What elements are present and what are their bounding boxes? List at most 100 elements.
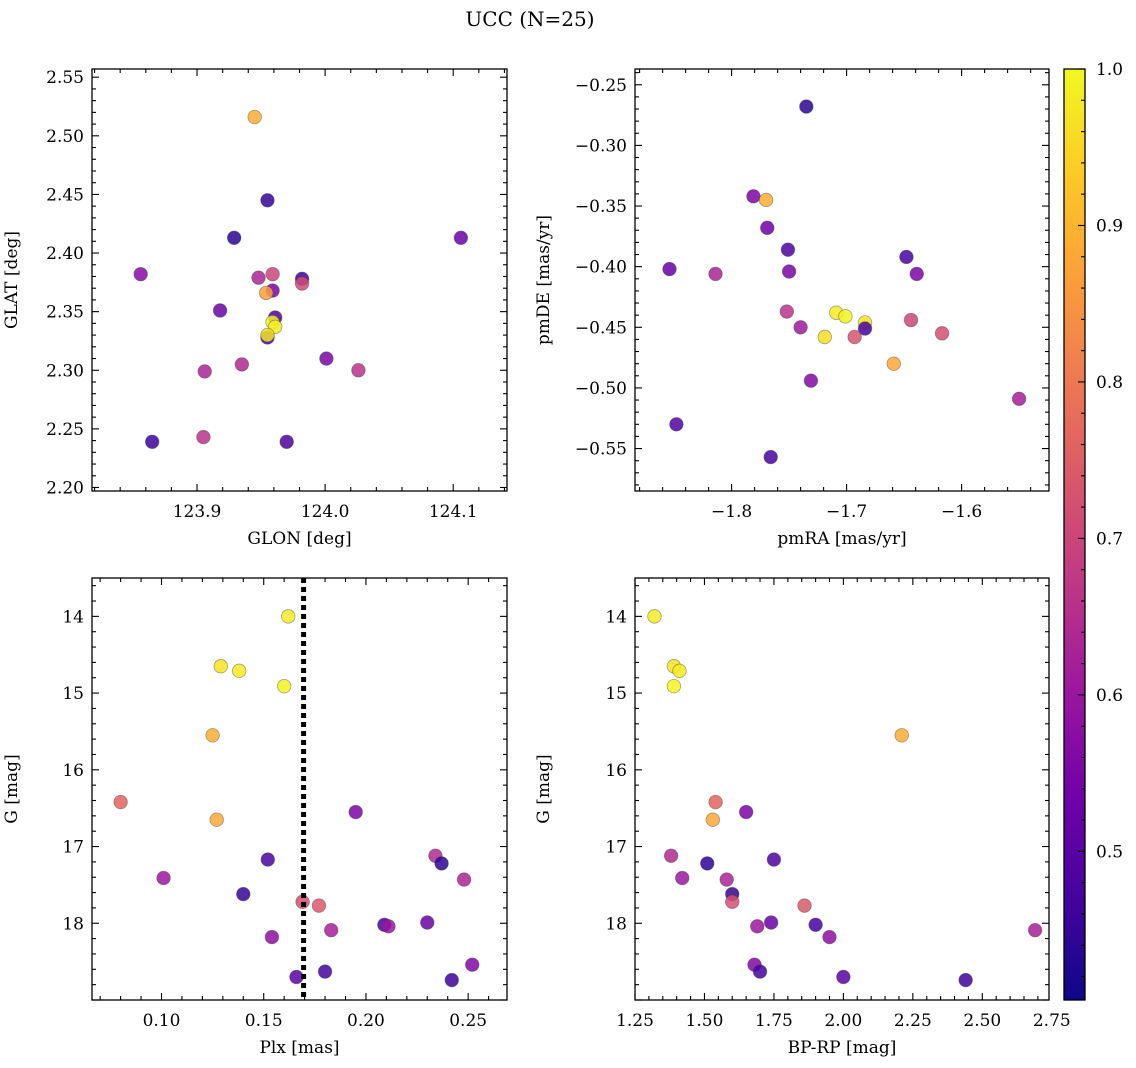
data-point bbox=[323, 922, 339, 938]
data-point bbox=[351, 363, 366, 378]
data-point bbox=[265, 266, 280, 282]
x-tick-label: 1.25 bbox=[616, 1011, 654, 1031]
colorbar-tick-label: 0.8 bbox=[1096, 373, 1123, 393]
x-axis-label: Plx [mas] bbox=[259, 1038, 339, 1058]
data-point bbox=[456, 872, 472, 887]
figure-title: UCC (N=25) bbox=[465, 7, 594, 31]
data-point bbox=[663, 848, 679, 863]
data-point bbox=[672, 663, 687, 679]
axes-frame bbox=[634, 68, 1050, 492]
y-tick-label: 18 bbox=[62, 914, 84, 934]
y-tick-label: −0.50 bbox=[575, 379, 627, 399]
data-point bbox=[894, 728, 909, 743]
data-point bbox=[700, 856, 715, 871]
y-tick-label: 2.55 bbox=[46, 68, 84, 88]
data-point bbox=[758, 192, 774, 208]
x-axis-label: BP-RP [mag] bbox=[788, 1038, 897, 1058]
data-point bbox=[156, 870, 171, 886]
data-point bbox=[434, 856, 449, 871]
data-point bbox=[909, 266, 924, 282]
y-axis-label: G [mag] bbox=[534, 754, 554, 823]
x-tick-label: 124.1 bbox=[429, 502, 478, 522]
y-tick-label: −0.45 bbox=[575, 318, 627, 338]
colorbar-tick-label: 0.6 bbox=[1096, 686, 1123, 706]
data-point bbox=[133, 266, 148, 282]
tick-marks bbox=[634, 578, 1049, 1001]
x-tick-label: 123.9 bbox=[173, 502, 222, 522]
y-tick-label: 14 bbox=[605, 607, 627, 627]
data-point bbox=[348, 804, 363, 820]
data-point bbox=[763, 449, 778, 465]
data-point bbox=[236, 886, 251, 902]
x-tick-label: 0.15 bbox=[245, 1011, 283, 1031]
data-point bbox=[247, 109, 262, 125]
data-point bbox=[231, 663, 247, 679]
y-tick-label: 17 bbox=[62, 838, 84, 858]
scatter-panel-4: 1.25 1.50 1.75 2.00 2.25 2.50 2.75 14 15 16 17 18 BP… bbox=[534, 577, 1071, 1058]
data-point bbox=[196, 429, 211, 445]
colorbar-tick-label: 0.5 bbox=[1096, 842, 1123, 862]
data-point bbox=[226, 230, 242, 246]
data-point bbox=[725, 894, 740, 909]
y-tick-label: 2.20 bbox=[46, 478, 84, 498]
data-point bbox=[817, 329, 832, 345]
y-tick-label: 2.25 bbox=[46, 420, 84, 440]
y-tick-label: 2.30 bbox=[46, 361, 84, 381]
data-point bbox=[793, 320, 808, 335]
y-tick-label: 2.40 bbox=[46, 244, 84, 264]
data-point bbox=[209, 812, 224, 827]
data-point bbox=[251, 270, 266, 285]
data-point bbox=[886, 356, 901, 371]
data-point bbox=[822, 929, 837, 945]
y-tick-label: 2.50 bbox=[46, 127, 84, 147]
y-tick-label: 18 bbox=[605, 914, 627, 934]
data-point bbox=[719, 872, 734, 887]
data-point bbox=[260, 852, 276, 867]
data-point bbox=[780, 242, 796, 257]
y-tick-label: 2.35 bbox=[46, 303, 84, 323]
data-point bbox=[903, 312, 919, 328]
data-point bbox=[260, 327, 275, 343]
data-point bbox=[279, 434, 294, 449]
data-point bbox=[453, 230, 469, 246]
tick-marks bbox=[92, 578, 507, 1001]
data-point bbox=[781, 264, 797, 279]
tick-marks bbox=[92, 69, 507, 491]
x-tick-label: −1.6 bbox=[941, 502, 982, 522]
scatter-panel-2: −1.8 −1.7 −1.6 −0.55 −0.50 −0.45 −0.40 −0.35 −0.… bbox=[534, 68, 1050, 549]
data-point bbox=[836, 969, 851, 985]
data-point bbox=[444, 972, 460, 988]
y-axis-label: G [mag] bbox=[2, 754, 22, 823]
tick-marks bbox=[635, 69, 1049, 491]
data-point bbox=[750, 919, 765, 934]
data-point bbox=[234, 357, 250, 372]
data-point bbox=[1027, 922, 1043, 938]
x-tick-label: 0.20 bbox=[347, 1011, 385, 1031]
data-point bbox=[311, 898, 327, 913]
y-tick-label: 16 bbox=[605, 761, 627, 781]
data-point bbox=[838, 309, 853, 324]
data-point bbox=[799, 99, 814, 114]
colorbar-tick-label: 0.7 bbox=[1096, 529, 1123, 549]
data-point bbox=[738, 804, 754, 820]
x-tick-label: 2.00 bbox=[824, 1011, 862, 1031]
x-tick-label: 2.75 bbox=[1033, 1011, 1071, 1031]
data-point bbox=[958, 972, 973, 988]
colorbar: 0.5 0.6 0.7 0.8 0.9 1.0 bbox=[1063, 60, 1123, 1001]
data-point bbox=[381, 919, 396, 934]
data-point bbox=[113, 794, 128, 810]
data-point bbox=[205, 728, 220, 743]
data-point bbox=[294, 276, 310, 291]
data-point bbox=[847, 329, 862, 345]
y-axis-label: GLAT [deg] bbox=[2, 231, 22, 329]
x-tick-label: 0.10 bbox=[143, 1011, 181, 1031]
data-point bbox=[264, 929, 280, 945]
data-point bbox=[808, 917, 823, 933]
data-point bbox=[212, 303, 228, 318]
y-tick-label: 16 bbox=[62, 761, 84, 781]
x-tick-label: 1.50 bbox=[686, 1011, 724, 1031]
subplots: 123.9 124.0 124.1 2.20 2.25 2.30 2.35 2.40 2.45 2… bbox=[2, 68, 1071, 1058]
data-point bbox=[705, 812, 720, 827]
y-tick-label: −0.25 bbox=[575, 76, 627, 96]
data-point bbox=[669, 417, 684, 432]
